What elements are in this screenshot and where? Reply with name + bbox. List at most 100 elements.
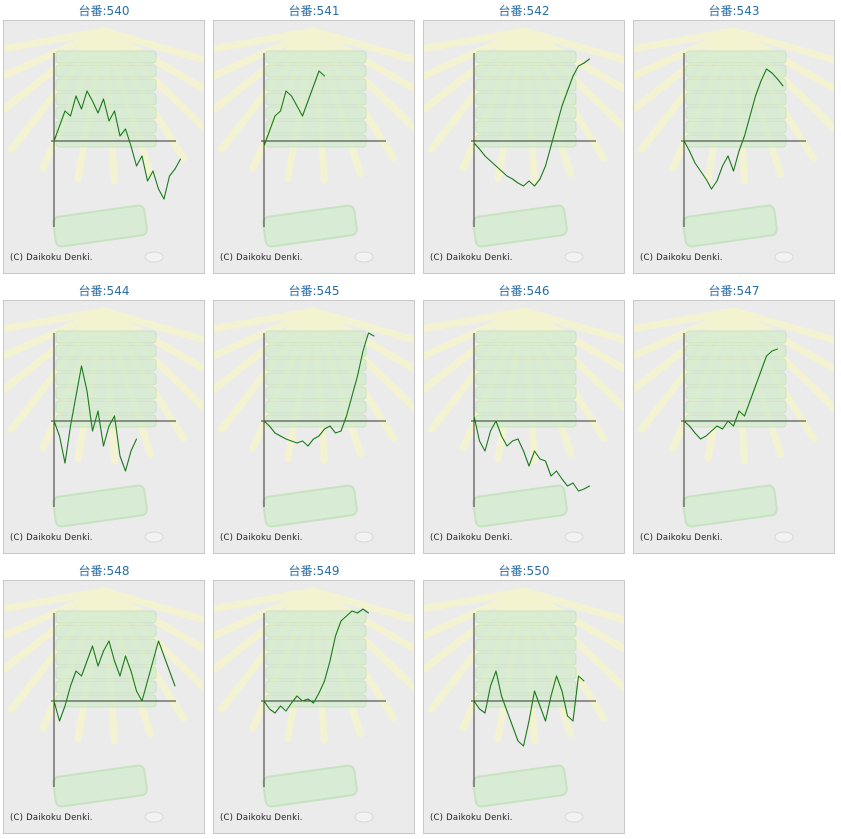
background-ray	[424, 307, 528, 360]
copyright-text: (C) Daikoku Denki.	[430, 533, 513, 543]
data-point	[572, 720, 574, 722]
machine-number-link[interactable]: 台番:544	[78, 284, 130, 298]
data-point	[711, 188, 712, 190]
background-tray	[55, 344, 157, 358]
background-ray	[4, 587, 108, 674]
chart-frame: (C) Daikoku Denki.	[423, 580, 625, 834]
data-point	[495, 670, 497, 672]
background-ray	[424, 27, 528, 53]
data-point	[572, 75, 574, 77]
background-ray	[310, 587, 414, 693]
machine-number-link[interactable]: 台番:550	[498, 564, 550, 578]
data-point	[506, 445, 508, 447]
background-medal	[564, 251, 584, 263]
data-point	[771, 350, 773, 352]
background-ray	[634, 27, 738, 53]
background-ray	[214, 307, 318, 333]
data-point	[263, 700, 265, 702]
data-point	[539, 705, 541, 707]
background-tray	[55, 610, 157, 624]
data-point	[174, 685, 176, 687]
data-point	[545, 165, 546, 167]
data-point	[169, 175, 170, 177]
background-tray	[55, 652, 157, 666]
background-tray	[475, 78, 577, 92]
data-point	[130, 450, 132, 452]
chart-frame: (C) Daikoku Denki.	[3, 300, 205, 554]
data-point	[307, 100, 309, 102]
background-ray	[310, 587, 414, 653]
data-point	[141, 155, 143, 157]
machine-chart-card: 台番:547 (C) Daikoku Denki.	[632, 282, 836, 554]
data-point	[578, 675, 579, 677]
background-artwork	[424, 307, 624, 543]
data-point	[152, 660, 154, 662]
background-ray	[100, 27, 204, 133]
background-artwork	[634, 27, 834, 263]
machine-number-link[interactable]: 台番:543	[708, 4, 760, 18]
data-point	[97, 665, 99, 667]
data-point	[147, 180, 148, 182]
data-point	[81, 675, 82, 677]
machine-number-link[interactable]: 台番:548	[78, 564, 130, 578]
data-point	[296, 105, 298, 107]
data-point	[749, 115, 751, 117]
data-point	[324, 680, 325, 682]
data-point	[705, 178, 707, 180]
data-point	[324, 75, 325, 77]
machine-number-link[interactable]: 台番:540	[78, 4, 130, 18]
background-artwork	[4, 27, 204, 263]
data-point	[174, 168, 176, 170]
data-point	[539, 458, 541, 460]
data-point	[534, 185, 535, 187]
data-point	[136, 165, 137, 167]
background-tray	[265, 652, 367, 666]
background-tray	[55, 64, 157, 78]
data-point	[114, 660, 115, 662]
data-point	[716, 425, 718, 427]
background-tray	[265, 64, 367, 78]
background-medal	[144, 251, 164, 263]
data-point	[313, 85, 314, 87]
data-point	[92, 430, 93, 432]
background-ray	[424, 27, 528, 114]
background-artwork	[4, 307, 204, 543]
data-point	[368, 612, 369, 614]
data-point	[683, 420, 685, 422]
background-tray	[265, 624, 367, 638]
machine-number-link[interactable]: 台番:541	[288, 4, 340, 18]
data-point	[53, 420, 55, 422]
data-point	[517, 438, 519, 440]
machine-number-link[interactable]: 台番:545	[288, 284, 340, 298]
background-tray	[475, 386, 577, 400]
background-tray	[265, 372, 367, 386]
background-tray	[685, 344, 787, 358]
machine-number-link[interactable]: 台番:546	[498, 284, 550, 298]
data-point	[313, 438, 314, 440]
data-point	[572, 482, 574, 484]
slump-graph	[424, 587, 624, 823]
background-tray	[55, 624, 157, 638]
data-point	[152, 170, 154, 172]
background-medal	[144, 811, 164, 823]
data-point	[550, 695, 552, 697]
background-artwork	[4, 587, 204, 823]
background-tray	[55, 638, 157, 652]
background-tray	[265, 120, 367, 134]
data-point	[108, 640, 110, 642]
machine-number-link[interactable]: 台番:542	[498, 4, 550, 18]
chart-frame: (C) Daikoku Denki.	[3, 580, 205, 834]
machine-number-link[interactable]: 台番:547	[708, 284, 760, 298]
copyright-text: (C) Daikoku Denki.	[220, 533, 303, 543]
data-point	[738, 410, 740, 412]
data-point	[280, 435, 281, 437]
machine-number-link[interactable]: 台番:549	[288, 564, 340, 578]
data-point	[53, 700, 55, 702]
data-point	[329, 660, 331, 662]
background-artwork	[634, 307, 834, 543]
background-medal-tray	[682, 484, 778, 528]
copyright-text: (C) Daikoku Denki.	[10, 813, 93, 823]
chart-frame: (C) Daikoku Denki.	[423, 300, 625, 554]
data-point	[136, 690, 137, 692]
background-medal	[774, 251, 794, 263]
